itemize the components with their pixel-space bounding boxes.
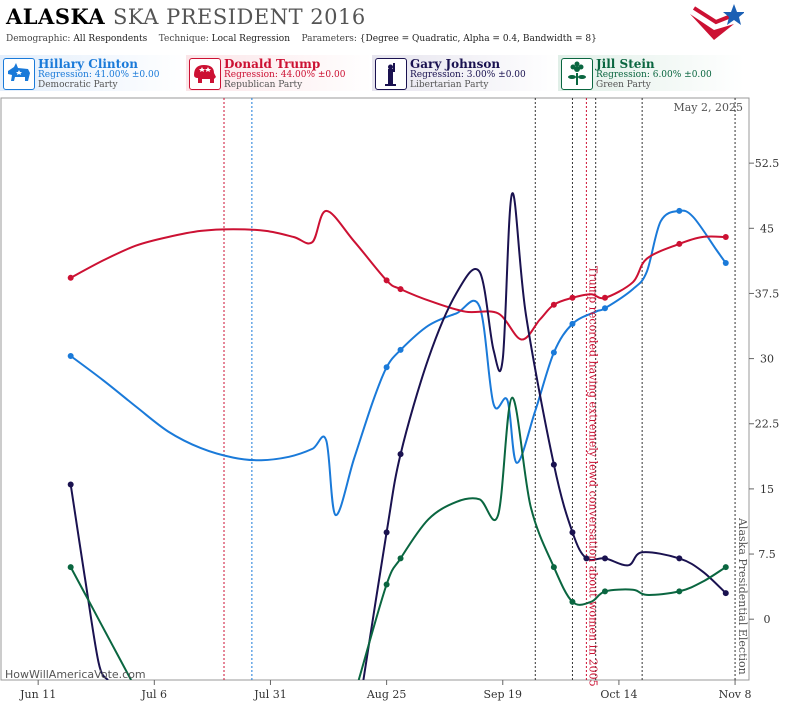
flower-icon — [561, 58, 593, 90]
series-line-jill-stein — [69, 566, 132, 680]
data-point[interactable] — [569, 598, 576, 605]
y-tick-label: 45 — [760, 222, 774, 235]
election-annotation: Alaska Presidential Election — [736, 517, 749, 675]
poll-chart: May 2, 2025 0 7.5 15 22.5 30 37.5 45 52.5 Jun 11 J… — [0, 97, 780, 701]
x-tick-label: Oct 14 — [600, 688, 637, 701]
series-line-hillary-clinton — [70, 209, 727, 517]
series-line-donald-trump — [70, 209, 726, 341]
technique-value: Local Regression — [211, 34, 291, 44]
data-point[interactable] — [397, 555, 404, 562]
candidate-regression: Regression: 44.00% ±0.00 — [224, 70, 346, 80]
x-tick-label: Jul 6 — [141, 688, 168, 701]
event-annotation: Trump recorded having extremely lewd con… — [586, 266, 599, 687]
candidate-name: Hillary Clinton — [38, 57, 138, 71]
data-point[interactable] — [569, 529, 576, 536]
data-point[interactable] — [383, 277, 390, 284]
data-point[interactable] — [722, 590, 729, 597]
data-point[interactable] — [583, 555, 590, 562]
data-point[interactable] — [550, 461, 557, 468]
parameters-label: Parameters: — [301, 34, 357, 44]
data-point[interactable] — [67, 274, 74, 281]
data-point[interactable] — [722, 564, 729, 571]
candidate-regression: Regression: 6.00% ±0.00 — [596, 70, 712, 80]
y-tick-label: 37.5 — [755, 287, 780, 300]
donkey-icon — [3, 58, 35, 90]
page-title: ALASKA SKA PRESIDENT 2016 — [6, 4, 366, 29]
data-point[interactable] — [67, 564, 74, 571]
y-tick-label: 52.5 — [755, 157, 780, 170]
data-point[interactable] — [383, 529, 390, 536]
candidate-name: Jill Stein — [596, 57, 655, 71]
x-tick-label: Nov 8 — [719, 688, 752, 701]
series-line-jill-stein — [357, 396, 727, 680]
elephant-icon — [189, 58, 221, 90]
data-point[interactable] — [569, 320, 576, 327]
data-point[interactable] — [383, 364, 390, 371]
parameters-value: {Degree = Quadratic, Alpha = 0.4, Bandwi… — [359, 34, 597, 44]
data-point[interactable] — [67, 352, 74, 359]
candidate-name: Gary Johnson — [410, 57, 501, 71]
x-tick-label: Aug 25 — [366, 688, 407, 701]
data-point[interactable] — [550, 349, 557, 356]
data-point[interactable] — [550, 564, 557, 571]
chart-date-label: May 2, 2025 — [673, 101, 743, 114]
liberty-icon — [375, 58, 407, 90]
demographic-value: All Respondents — [73, 34, 148, 44]
site-logo-icon[interactable] — [684, 0, 744, 52]
series-group — [67, 192, 729, 680]
legend-johnson[interactable]: Gary Johnson Regression: 3.00% ±0.00 Lib… — [372, 55, 558, 91]
data-point[interactable] — [383, 581, 390, 588]
data-point[interactable] — [397, 451, 404, 458]
data-point[interactable] — [67, 481, 74, 488]
y-tick-label: 22.5 — [755, 418, 780, 431]
candidate-party: Libertarian Party — [410, 80, 489, 90]
data-point[interactable] — [397, 286, 404, 293]
y-tick-label: 0 — [764, 613, 771, 626]
data-point[interactable] — [676, 555, 683, 562]
title-race: SKA PRESIDENT 2016 — [113, 5, 366, 29]
plot-frame — [0, 97, 750, 681]
data-point[interactable] — [601, 294, 608, 301]
technique-label: Technique: — [158, 34, 209, 44]
x-tick-label: Sep 19 — [483, 688, 522, 701]
y-tick-label: 30 — [760, 353, 774, 366]
data-point[interactable] — [722, 260, 729, 267]
x-tick-label: Jun 11 — [19, 688, 56, 701]
data-point[interactable] — [722, 233, 729, 240]
y-tick-label: 7.5 — [758, 548, 776, 561]
data-point[interactable] — [569, 294, 576, 301]
data-point[interactable] — [601, 588, 608, 595]
data-point[interactable] — [397, 346, 404, 353]
demographic-label: Demographic: — [6, 34, 71, 44]
candidate-name: Donald Trump — [224, 57, 321, 71]
candidate-regression: Regression: 3.00% ±0.00 — [410, 70, 526, 80]
candidate-party: Green Party — [596, 80, 651, 90]
series-line-gary-johnson — [362, 192, 727, 680]
watermark: HowWillAmericaVote.com — [5, 668, 146, 681]
legend-trump[interactable]: Donald Trump Regression: 44.00% ±0.00 Re… — [186, 55, 372, 91]
candidate-party: Republican Party — [224, 80, 303, 90]
data-point[interactable] — [601, 555, 608, 562]
candidate-party: Democratic Party — [38, 80, 118, 90]
data-point[interactable] — [676, 588, 683, 595]
candidate-regression: Regression: 41.00% ±0.00 — [38, 70, 160, 80]
x-tick-label: Jul 31 — [253, 688, 287, 701]
y-tick-label: 15 — [760, 483, 774, 496]
legend-clinton[interactable]: Hillary Clinton Regression: 41.00% ±0.00… — [0, 55, 186, 91]
legend-stein[interactable]: Jill Stein Regression: 6.00% ±0.00 Green… — [558, 55, 744, 91]
series-line-gary-johnson — [69, 484, 109, 680]
data-point[interactable] — [676, 240, 683, 247]
data-point[interactable] — [676, 207, 683, 214]
data-point[interactable] — [550, 301, 557, 308]
data-point[interactable] — [601, 305, 608, 312]
parameters-line: Demographic: All Respondents Technique: … — [6, 34, 597, 44]
title-state: ALASKA — [6, 4, 106, 29]
